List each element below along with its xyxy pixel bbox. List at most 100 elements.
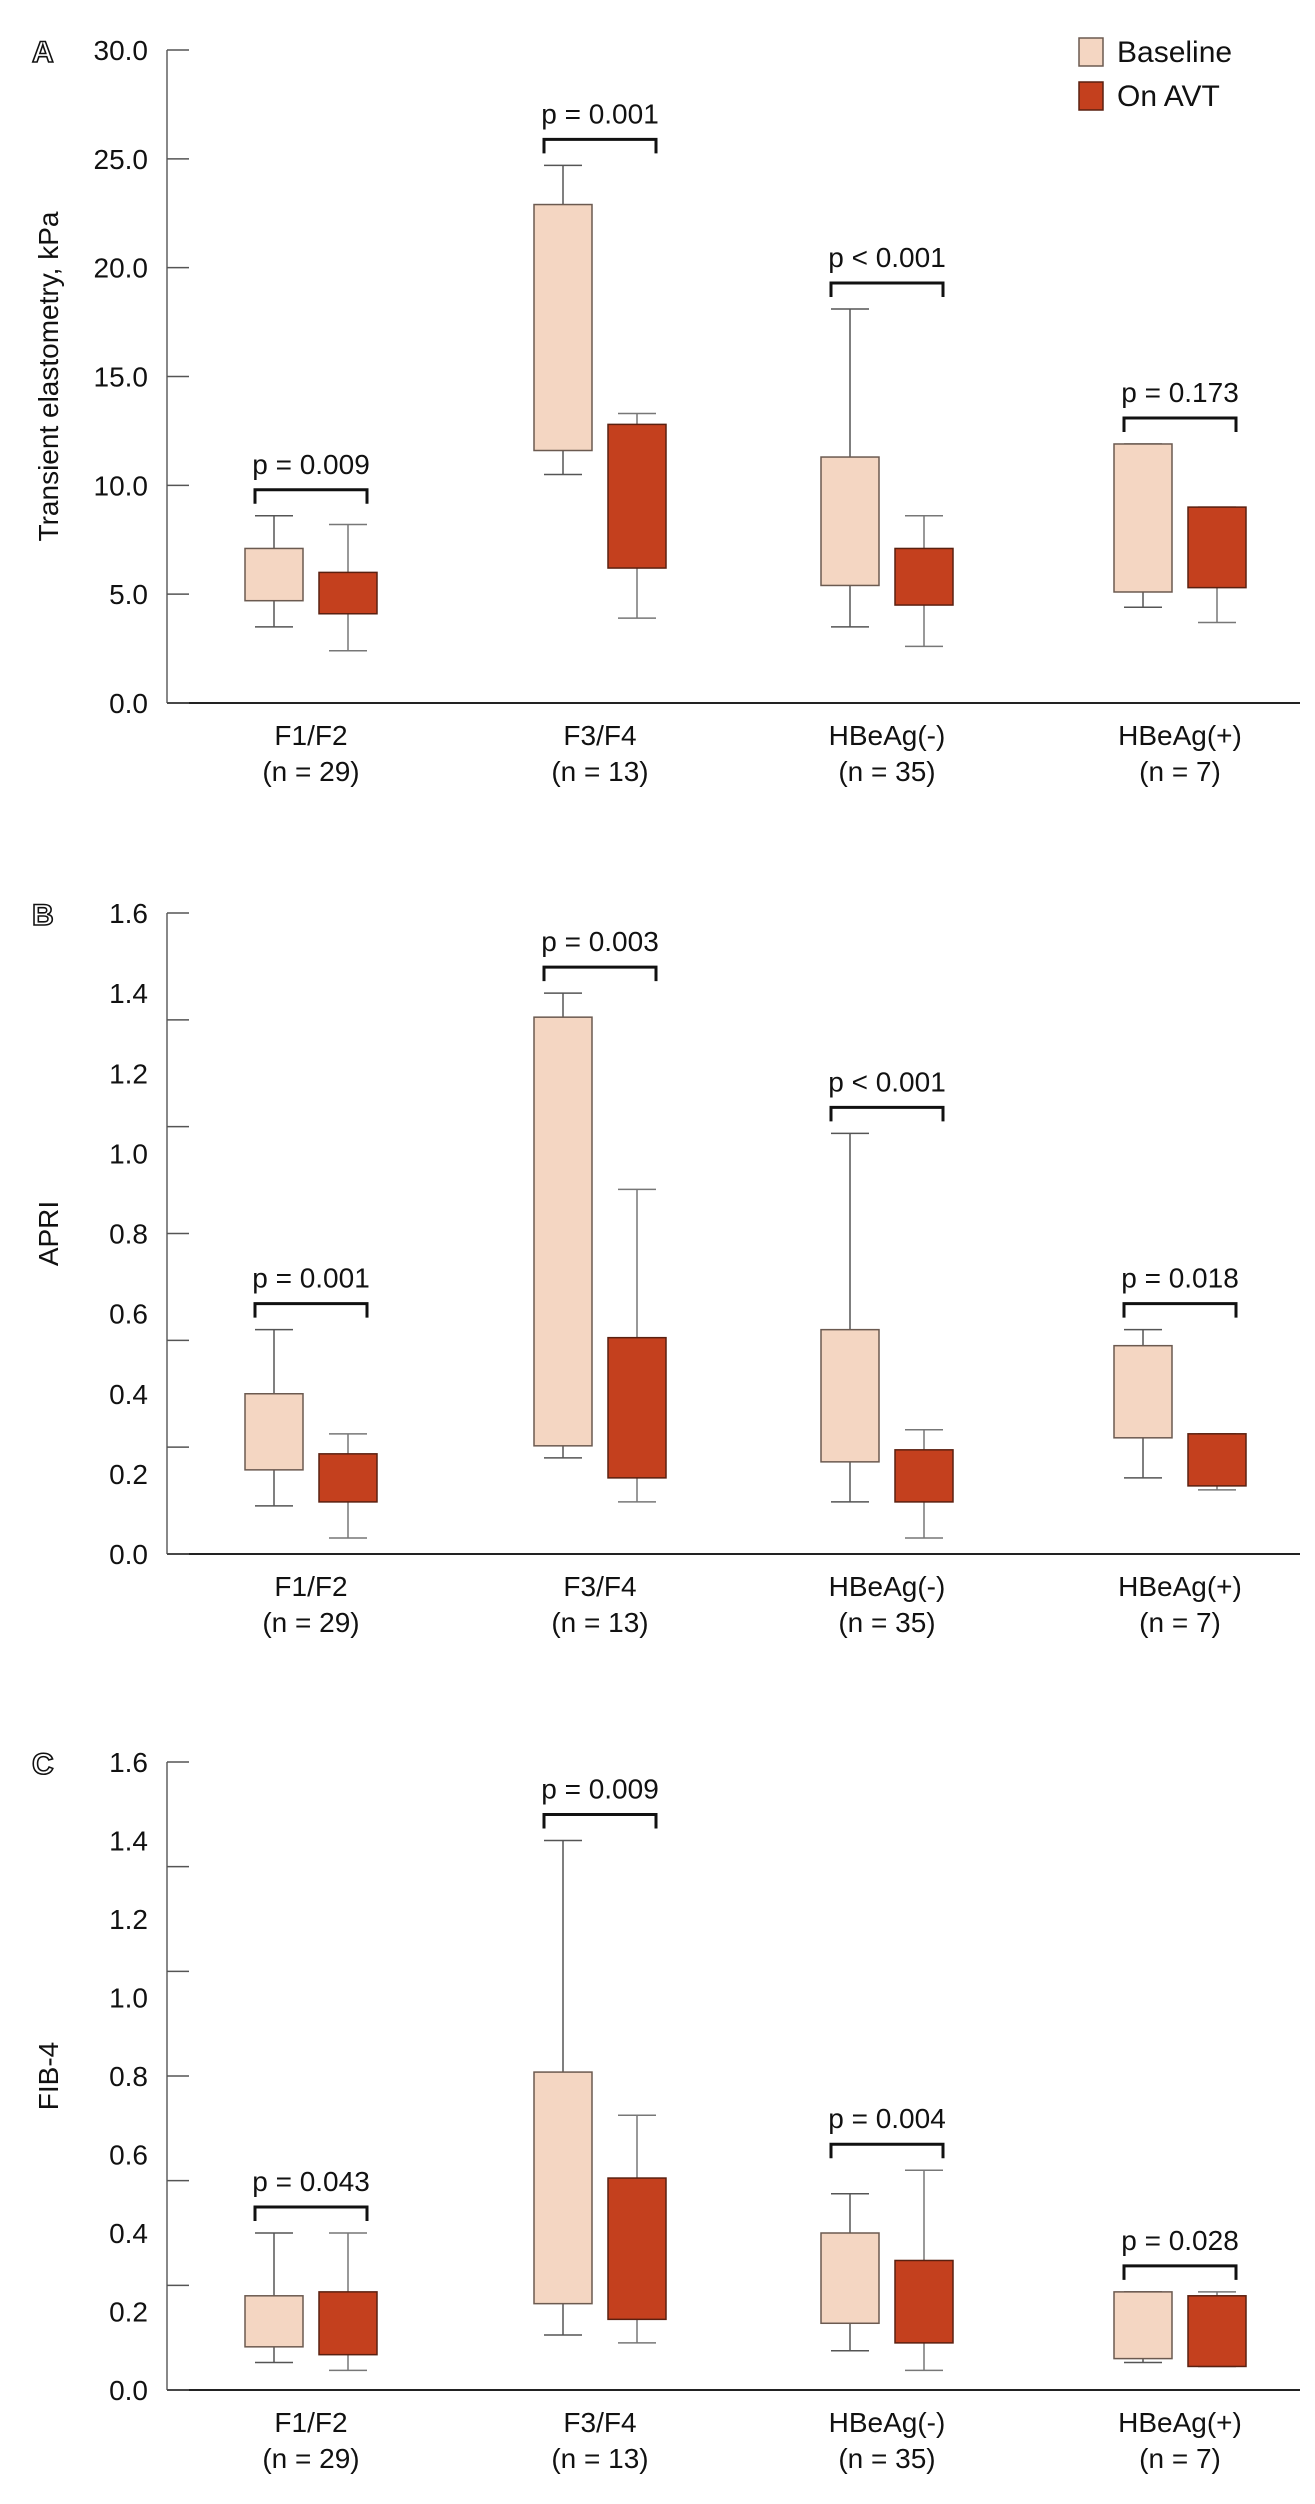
p-value-label: p = 0.009: [541, 1774, 659, 1805]
significance-bracket: [829, 2142, 945, 2159]
y-tick-label: 0.8: [109, 1219, 148, 1250]
category-label: HBeAg(-): [829, 1571, 946, 1602]
category-n-label: (n = 13): [551, 756, 648, 787]
y-tick-label: 1.6: [109, 898, 148, 929]
category-n-label: (n = 35): [838, 756, 935, 787]
box-iqr: [244, 547, 304, 602]
y-tick-label: 1.2: [109, 1058, 148, 1089]
box-on-avt: [607, 1188, 667, 1503]
panel-c: C 0.0 0.2 0.4 0.6 0.8 1.0 1.2 1.4 1.6 FIB-4 p = 0.0…: [31, 1747, 1300, 2474]
box-iqr: [1187, 2295, 1247, 2368]
box-iqr: [607, 2177, 667, 2321]
significance-bracket: [542, 137, 658, 154]
y-axis-title: APRI: [33, 1201, 64, 1266]
category-label: F3/F4: [563, 1571, 636, 1602]
box-iqr: [894, 2259, 954, 2344]
box-baseline: [1113, 1328, 1173, 1479]
y-tick-label: 25.0: [94, 144, 149, 175]
legend-label-baseline: Baseline: [1117, 36, 1232, 69]
significance-bracket: [253, 2205, 369, 2221]
category-n-label: (n = 7): [1139, 1607, 1221, 1638]
box-on-avt: [894, 2169, 954, 2372]
box-baseline: [820, 2193, 880, 2352]
p-value-label: p = 0.173: [1121, 377, 1239, 408]
y-tick-label: 0.0: [109, 2375, 148, 2406]
box-iqr: [607, 423, 667, 569]
category-label: F3/F4: [563, 2407, 636, 2438]
box-on-avt: [1187, 1433, 1247, 1491]
y-axis-title: FIB-4: [33, 2042, 64, 2110]
p-value-label: p = 0.001: [252, 1263, 370, 1294]
p-value-label: p = 0.018: [1121, 1263, 1239, 1294]
box-baseline: [244, 2232, 304, 2364]
box-iqr: [318, 571, 378, 615]
box-iqr: [318, 2291, 378, 2356]
significance-bracket: [829, 1105, 945, 1122]
y-tick-label: 0.0: [109, 1539, 148, 1570]
y-tick-label: 1.2: [109, 1904, 148, 1935]
y-tick-label: 0.8: [109, 2061, 148, 2092]
category-n-label: (n = 35): [838, 1607, 935, 1638]
category-label: HBeAg(-): [829, 2407, 946, 2438]
category-n-label: (n = 7): [1139, 756, 1221, 787]
box-iqr: [533, 2071, 593, 2305]
category-label: HBeAg(+): [1118, 720, 1242, 751]
panel-letter: C: [32, 1748, 54, 1781]
significance-bracket: [253, 488, 369, 504]
category-n-label: (n = 13): [551, 2443, 648, 2474]
y-tick-label: 30.0: [94, 35, 149, 66]
legend-swatch-baseline: [1078, 37, 1104, 67]
box-baseline: [244, 1328, 304, 1507]
category-label: HBeAg(+): [1118, 1571, 1242, 1602]
p-value-label: p = 0.009: [252, 449, 370, 480]
category-n-label: (n = 29): [262, 756, 359, 787]
box-iqr: [607, 1336, 667, 1479]
significance-bracket: [829, 281, 945, 298]
box-baseline: [1113, 2291, 1173, 2364]
y-tick-label: 0.6: [109, 2140, 148, 2171]
box-iqr: [820, 1328, 880, 1463]
p-value-label: p = 0.003: [541, 926, 659, 957]
significance-bracket: [542, 965, 658, 982]
box-iqr: [1113, 1344, 1173, 1439]
category-label: F3/F4: [563, 720, 636, 751]
box-iqr: [1113, 443, 1173, 593]
p-value-label: p = 0.001: [541, 98, 659, 129]
y-tick-label: 0.6: [109, 1299, 148, 1330]
box-iqr: [820, 456, 880, 587]
box-on-avt: [894, 1429, 954, 1539]
significance-bracket: [1122, 416, 1238, 432]
y-tick-label: 1.0: [109, 1983, 148, 2014]
category-n-label: (n = 35): [838, 2443, 935, 2474]
panel-letter: A: [32, 36, 54, 69]
category-n-label: (n = 29): [262, 2443, 359, 2474]
p-value-label: p = 0.028: [1121, 2225, 1239, 2256]
box-iqr: [894, 1449, 954, 1503]
box-baseline: [1113, 443, 1173, 608]
box-on-avt: [607, 2114, 667, 2344]
significance-bracket: [253, 1302, 369, 1318]
y-tick-label: 0.2: [109, 2297, 148, 2328]
box-iqr: [1187, 506, 1247, 589]
box-on-avt: [318, 523, 378, 652]
box-iqr: [1113, 2291, 1173, 2360]
y-tick-label: 0.2: [109, 1459, 148, 1490]
y-tick-label: 10.0: [94, 470, 149, 501]
box-iqr: [820, 2232, 880, 2325]
box-iqr: [244, 1393, 304, 1471]
box-iqr: [533, 203, 593, 452]
box-on-avt: [607, 412, 667, 619]
category-n-label: (n = 29): [262, 1607, 359, 1638]
box-baseline: [533, 992, 593, 1459]
p-value-label: p = 0.004: [828, 2103, 946, 2134]
y-tick-label: 5.0: [109, 579, 148, 610]
p-value-label: p = 0.043: [252, 2166, 370, 2197]
box-on-avt: [1187, 2291, 1247, 2368]
box-baseline: [244, 515, 304, 628]
y-tick-label: 0.4: [109, 1379, 148, 1410]
category-label: F1/F2: [274, 2407, 347, 2438]
y-tick-label: 0.4: [109, 2218, 148, 2249]
panel-letter: B: [32, 899, 54, 932]
legend-swatch-on-avt: [1078, 81, 1104, 111]
